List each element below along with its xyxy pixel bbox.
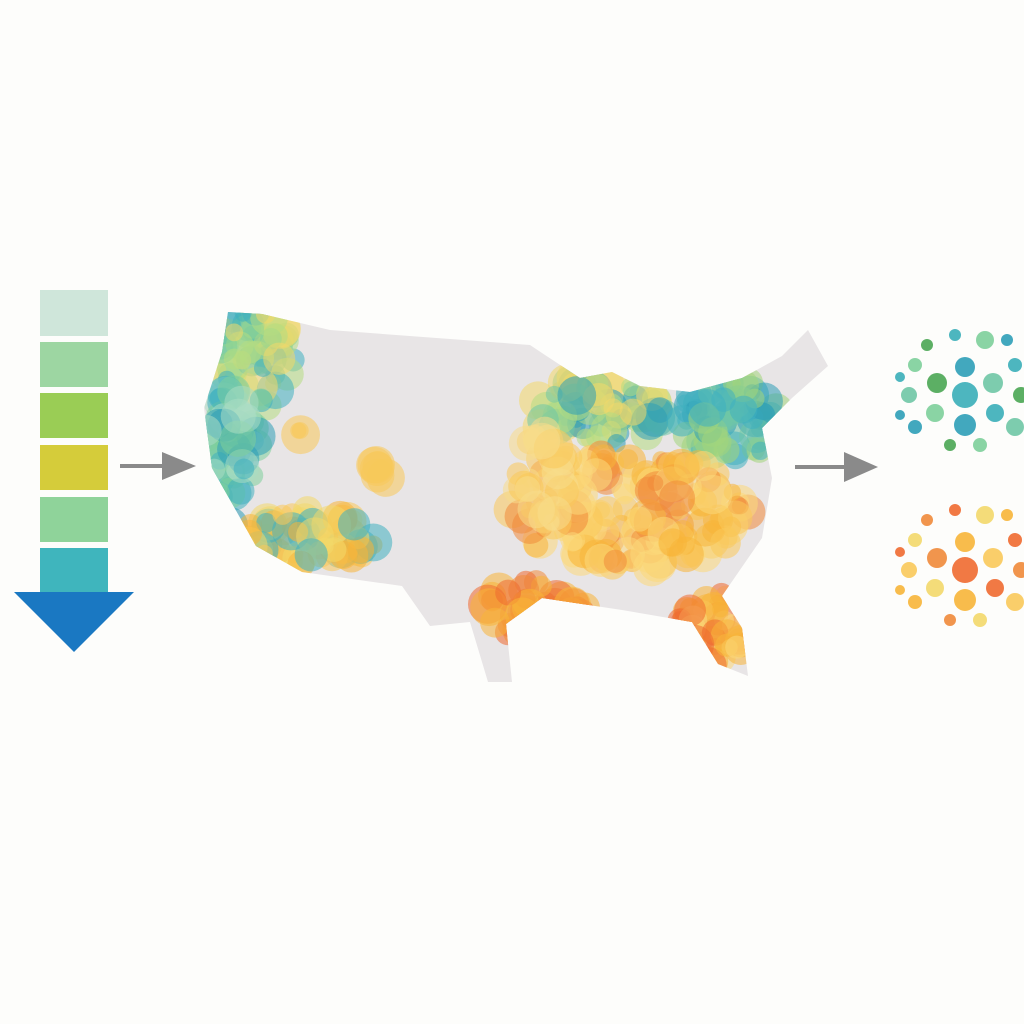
heat-blob — [557, 376, 597, 415]
cluster-dot — [901, 387, 917, 403]
heat-blob — [359, 451, 395, 487]
heat-blob — [725, 635, 749, 659]
heat-blob — [256, 512, 277, 533]
map-heat — [204, 312, 794, 682]
cluster-dot — [927, 373, 947, 393]
cluster-dot — [949, 504, 961, 516]
cluster-dot — [927, 548, 947, 568]
arrow-head — [162, 452, 196, 480]
heat-blob — [673, 452, 700, 479]
heat-blob — [337, 508, 371, 541]
scale-step — [40, 445, 108, 490]
cluster-dot — [955, 532, 975, 552]
arrow — [795, 452, 878, 482]
heat-blob — [220, 398, 256, 434]
cluster-dot — [1008, 358, 1022, 372]
heat-blob — [321, 537, 347, 562]
cluster-dot — [983, 373, 1003, 393]
heat-blob — [751, 441, 770, 461]
heat-blob — [688, 389, 727, 427]
cluster-dot — [1006, 593, 1024, 611]
cluster-dot — [952, 382, 978, 408]
cluster-dot — [973, 438, 987, 452]
heat-blob — [674, 594, 706, 627]
cluster-dot — [983, 548, 1003, 568]
cluster-dot — [944, 614, 956, 626]
heat-blob — [717, 500, 753, 535]
heat-blob — [225, 323, 244, 342]
cluster-dot — [976, 506, 994, 524]
cluster-dot — [895, 372, 905, 382]
scale-step — [40, 342, 108, 387]
heat-blob — [272, 504, 293, 525]
heat-blob — [658, 528, 687, 557]
cluster-dot — [952, 557, 978, 583]
cluster-dot — [908, 358, 922, 372]
heat-blob — [347, 536, 375, 563]
heat-blob — [263, 342, 296, 375]
heat-blob — [579, 458, 613, 492]
cluster-dot — [944, 439, 956, 451]
heat-blob — [523, 422, 561, 460]
heat-blob — [613, 483, 635, 505]
cluster-dot — [986, 579, 1004, 597]
heat-blob — [517, 490, 555, 529]
scale-arrow — [14, 592, 134, 652]
heat-blob — [281, 415, 321, 455]
heat-blob — [234, 312, 252, 322]
heat-blob — [659, 480, 696, 517]
heat-blob — [617, 449, 639, 470]
color-scale — [14, 290, 134, 652]
cluster-dot — [926, 579, 944, 597]
heat-blob — [233, 458, 255, 480]
heat-blob — [603, 549, 627, 573]
cluster-dot — [895, 547, 905, 557]
cluster-dot — [1008, 533, 1022, 547]
scale-step — [40, 497, 108, 542]
cluster-dot — [954, 589, 976, 611]
cluster-dot — [1001, 334, 1013, 346]
cluster-dot — [949, 329, 961, 341]
heat-blob — [294, 538, 328, 572]
cluster-dot — [908, 420, 922, 434]
heat-blob — [495, 579, 522, 606]
scale-step — [40, 393, 108, 438]
cluster-dot — [895, 410, 905, 420]
heat-blob — [647, 474, 664, 491]
heat-blob — [480, 607, 510, 638]
heat-blob — [619, 398, 647, 426]
cluster-dot — [955, 357, 975, 377]
cluster-dot — [895, 585, 905, 595]
heat-blob — [712, 600, 729, 618]
heat-blob — [223, 348, 245, 370]
heat-blob — [692, 474, 733, 515]
cluster-dot — [1001, 509, 1013, 521]
heat-blob — [626, 506, 653, 532]
heat-blob — [226, 477, 255, 505]
scale-step — [40, 290, 108, 336]
cluster-dot — [926, 404, 944, 422]
heat-blob — [647, 397, 673, 423]
cluster-dot — [901, 562, 917, 578]
cluster-dot — [908, 595, 922, 609]
cluster-dot — [1006, 418, 1024, 436]
cluster-dot — [976, 331, 994, 349]
cluster-dot — [986, 404, 1004, 422]
cluster-dot — [921, 339, 933, 351]
cluster-dot — [973, 613, 987, 627]
cluster-dot — [1013, 387, 1024, 403]
scale-step — [40, 548, 108, 592]
cluster-dot — [921, 514, 933, 526]
cluster-dot — [1013, 562, 1024, 578]
arrow-head — [844, 452, 878, 482]
heat-blob — [729, 395, 758, 424]
dot-clusters — [895, 329, 1024, 627]
cluster-dot — [954, 414, 976, 436]
heat-blob — [563, 532, 583, 552]
arrow — [120, 452, 196, 480]
heat-blob — [710, 527, 741, 559]
cluster-dot — [908, 533, 922, 547]
